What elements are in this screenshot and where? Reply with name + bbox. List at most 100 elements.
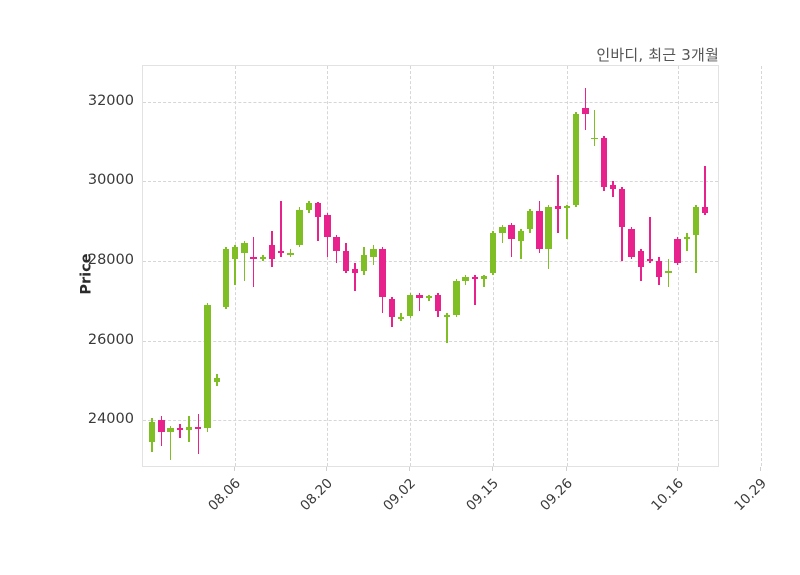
candle-wick xyxy=(289,249,292,258)
candle-body xyxy=(185,427,193,431)
x-tick-mark xyxy=(234,467,236,471)
candle-wick xyxy=(446,312,448,343)
candle-body xyxy=(195,427,202,430)
candle-body xyxy=(655,261,663,277)
candle-wick xyxy=(252,237,255,287)
candle-body xyxy=(554,206,561,210)
candle-body xyxy=(333,237,340,252)
candle-body xyxy=(517,231,525,242)
candle-body xyxy=(646,259,654,262)
x-tick-mark xyxy=(565,467,567,471)
y-tick-label: 26000 xyxy=(87,331,134,348)
candle-body xyxy=(370,249,377,258)
candle-body xyxy=(407,294,414,316)
candle-body xyxy=(637,251,644,267)
gridline-horizontal xyxy=(143,101,718,103)
x-tick-label: 09.02 xyxy=(380,475,420,515)
x-tick-label: 09.15 xyxy=(463,475,503,515)
x-tick-mark xyxy=(492,467,494,471)
candle-body xyxy=(499,227,506,234)
candle-wick xyxy=(520,229,522,260)
candle-body xyxy=(683,237,690,240)
gridline-vertical xyxy=(410,66,412,466)
candle-body xyxy=(628,229,635,258)
candle-wick xyxy=(695,205,697,273)
candle-body xyxy=(665,270,672,273)
candle-body xyxy=(379,249,386,297)
gridline-vertical xyxy=(677,66,679,466)
candle-body xyxy=(149,422,156,443)
gridline-horizontal xyxy=(143,340,718,342)
gridline-horizontal xyxy=(143,420,718,422)
candle-body xyxy=(416,294,423,298)
gridline-vertical xyxy=(327,66,329,466)
candle-body xyxy=(324,215,331,238)
candle-body xyxy=(471,276,478,279)
candle-body xyxy=(222,249,230,307)
gridline-vertical xyxy=(760,66,762,466)
candle-wick xyxy=(280,201,283,258)
plot-area xyxy=(142,65,762,467)
candle-body xyxy=(692,207,700,236)
candle-body xyxy=(388,298,396,317)
candle-body xyxy=(526,211,534,230)
x-tick-label: 10.16 xyxy=(647,475,687,515)
candle-body xyxy=(545,207,552,250)
candle-body xyxy=(167,428,174,433)
candle-body xyxy=(425,296,432,298)
candle-body xyxy=(296,210,303,246)
candle-body xyxy=(582,107,589,114)
x-tick-mark xyxy=(759,467,761,471)
candle-body xyxy=(536,211,543,250)
candle-body xyxy=(619,189,626,228)
candle-body xyxy=(453,280,460,315)
x-tick-mark xyxy=(409,467,411,471)
candle-body xyxy=(609,185,617,190)
candle-wick xyxy=(667,259,670,287)
candle-wick xyxy=(474,274,476,305)
candle-wick xyxy=(686,233,688,252)
candle-body xyxy=(314,203,322,218)
candle-body xyxy=(702,207,709,214)
x-tick-mark xyxy=(676,467,678,471)
candle-wick xyxy=(649,217,651,263)
candle-wick xyxy=(197,414,200,455)
y-tick-label: 24000 xyxy=(87,411,134,428)
candle-wick xyxy=(566,205,568,240)
x-tick-label: 08.06 xyxy=(205,475,245,515)
candle-body xyxy=(443,314,451,317)
candle-body xyxy=(342,251,349,271)
candle-body xyxy=(480,276,488,279)
candle-wick xyxy=(354,263,356,291)
candle-body xyxy=(305,203,313,211)
candle-wick xyxy=(427,294,430,301)
x-tick-label: 10.29 xyxy=(730,475,770,515)
candle-body xyxy=(361,255,368,271)
gridline-horizontal xyxy=(143,181,718,183)
candle-body xyxy=(213,378,220,383)
y-tick-label: 30000 xyxy=(87,172,134,189)
candle-body xyxy=(674,239,681,263)
candle-wick xyxy=(179,424,181,439)
gridline-vertical xyxy=(566,66,568,466)
candle-wick xyxy=(418,292,421,311)
candle-body xyxy=(600,137,608,188)
y-tick-label: 32000 xyxy=(87,92,134,109)
candle-body xyxy=(351,268,359,273)
candle-body xyxy=(462,276,469,281)
candle-body xyxy=(278,251,285,254)
candle-body xyxy=(204,304,211,429)
candle-wick xyxy=(510,223,513,258)
candle-wick xyxy=(612,181,614,198)
candle-wick xyxy=(483,274,485,287)
candle-body xyxy=(287,253,294,256)
candle-wick xyxy=(704,165,707,216)
candle-wick xyxy=(317,202,319,242)
chart-title: 인바디, 최근 3개월 xyxy=(596,46,719,64)
candle-wick xyxy=(556,175,559,234)
candle-body xyxy=(241,243,248,254)
candle-body xyxy=(591,137,598,140)
candle-wick xyxy=(169,426,172,461)
candle-wick xyxy=(400,312,402,321)
